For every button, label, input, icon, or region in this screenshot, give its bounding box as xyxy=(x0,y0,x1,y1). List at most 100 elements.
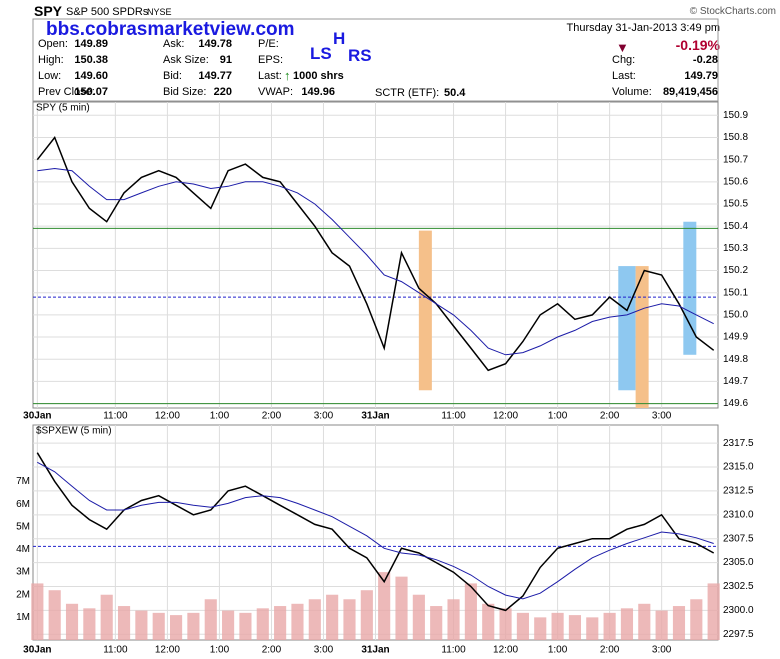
volume-bar xyxy=(534,617,547,640)
price-line xyxy=(36,136,715,372)
volume-bar xyxy=(516,612,529,640)
quote-value: 149.60 xyxy=(74,70,108,82)
down-arrow: ▼ xyxy=(616,40,629,55)
x-tick-label: 12:00 xyxy=(155,411,180,422)
volume-bar xyxy=(326,594,339,640)
volume-bar xyxy=(464,583,477,640)
y-tick-label: 150.5 xyxy=(723,199,748,210)
volume-bar xyxy=(256,608,269,640)
quote-value: 89,419,456 xyxy=(662,86,718,98)
volume-bar xyxy=(620,608,634,640)
quote-label: Ask Size: xyxy=(163,54,209,66)
y-tick-label: 150.6 xyxy=(723,176,748,187)
up-arrow: ↑ xyxy=(284,68,291,83)
y-tick-label: 2310.0 xyxy=(723,509,754,520)
quote-value: -0.28 xyxy=(692,54,718,66)
quote-label: Bid Size: xyxy=(163,86,207,98)
quote-value: 149.77 xyxy=(198,70,232,82)
name: S&P 500 SPDRs xyxy=(66,6,149,18)
header-frame xyxy=(32,18,719,102)
quote-value: 149.89 xyxy=(74,38,108,50)
y2-tick-label: 6M xyxy=(16,499,30,510)
quote-label: Prev Close: xyxy=(38,86,95,98)
y2-tick-label: 3M xyxy=(16,567,30,578)
volume-bar xyxy=(135,610,148,640)
volume-bar xyxy=(586,617,599,640)
y2-tick-label: 5M xyxy=(16,521,30,532)
volume-bar xyxy=(551,612,564,640)
exchange: NYSE xyxy=(147,7,172,17)
volume-bar xyxy=(482,603,495,640)
y-tick-label: 2312.5 xyxy=(723,486,754,497)
symbol: SPY xyxy=(34,3,63,19)
x-tick-label: 3:00 xyxy=(314,645,334,656)
y-tick-label: 149.7 xyxy=(723,376,748,387)
y-tick-label: 150.2 xyxy=(723,265,748,276)
pattern: RS xyxy=(348,46,372,65)
x-tick-label: 30Jan xyxy=(23,411,51,422)
quote-value: 1000 shrs xyxy=(293,70,344,82)
x-tick-label: 30Jan xyxy=(23,645,51,656)
highlight-band xyxy=(418,230,432,391)
y-tick-label: 150.9 xyxy=(723,110,748,121)
y-tick-label: 150.8 xyxy=(723,132,748,143)
price-line xyxy=(37,461,714,600)
quote-label: Ask: xyxy=(163,38,185,50)
x-tick-label: 11:00 xyxy=(441,411,466,422)
x-tick-label: 12:00 xyxy=(493,645,518,656)
x-tick-label: 2:00 xyxy=(600,411,620,422)
volume-bar xyxy=(672,606,686,640)
quote-label: EPS: xyxy=(258,54,284,66)
watermark: bbs.cobrasmarketview.com xyxy=(46,19,295,40)
y-tick-label: 150.4 xyxy=(723,221,748,232)
y2-tick-label: 4M xyxy=(16,544,30,555)
volume-bar xyxy=(638,603,651,640)
volume-bar xyxy=(48,590,61,640)
x-tick-label: 1:00 xyxy=(548,645,568,656)
pattern: H xyxy=(333,29,346,48)
volume-bar xyxy=(83,608,96,640)
quote-value: 220 xyxy=(213,86,232,98)
y-tick-label: 150.1 xyxy=(723,287,748,298)
y-tick-label: 2305.0 xyxy=(723,557,754,568)
volume-bar xyxy=(117,606,131,640)
x-tick-label: 31Jan xyxy=(361,411,389,422)
quote-label: Low: xyxy=(38,70,62,82)
date: Thursday 31-Jan-2013 3:49 pm xyxy=(566,22,720,34)
highlight-band xyxy=(618,266,636,391)
volume-bar xyxy=(239,612,252,640)
x-tick-label: 11:00 xyxy=(103,411,128,422)
volume-bar xyxy=(603,612,616,640)
x-tick-label: 11:00 xyxy=(441,645,466,656)
volume-bar xyxy=(412,594,425,640)
y-tick-label: 149.9 xyxy=(723,332,748,343)
volume-bar xyxy=(499,608,512,640)
panel-title: $SPXEW (5 min) xyxy=(36,426,112,437)
volume-bar xyxy=(170,615,183,640)
quote-value: 150.07 xyxy=(74,86,108,98)
x-tick-label: 2:00 xyxy=(262,411,282,422)
quote-value: 149.79 xyxy=(684,70,718,82)
x-tick-label: 2:00 xyxy=(600,645,620,656)
quote-label: Chg: xyxy=(612,54,636,66)
y2-tick-label: 7M xyxy=(16,476,30,487)
y-tick-label: 150.7 xyxy=(723,154,748,165)
volume-bar xyxy=(655,610,668,640)
volume-bar xyxy=(65,603,79,640)
quote-value: 150.38 xyxy=(74,54,108,66)
quote-label: Last: xyxy=(258,70,282,82)
volume-bar xyxy=(360,590,373,640)
volume-bar xyxy=(430,606,443,640)
sctr-value: 50.4 xyxy=(444,87,466,99)
y-tick-label: 149.8 xyxy=(723,354,748,365)
y-tick-label: 2300.0 xyxy=(723,605,754,616)
x-tick-label: 3:00 xyxy=(652,645,672,656)
pattern: LS xyxy=(310,44,332,63)
volume-bar xyxy=(343,599,356,640)
x-tick-label: 11:00 xyxy=(103,645,128,656)
quote-label: High: xyxy=(38,54,64,66)
y-tick-label: 149.6 xyxy=(723,398,748,409)
y2-tick-label: 1M xyxy=(16,612,30,623)
